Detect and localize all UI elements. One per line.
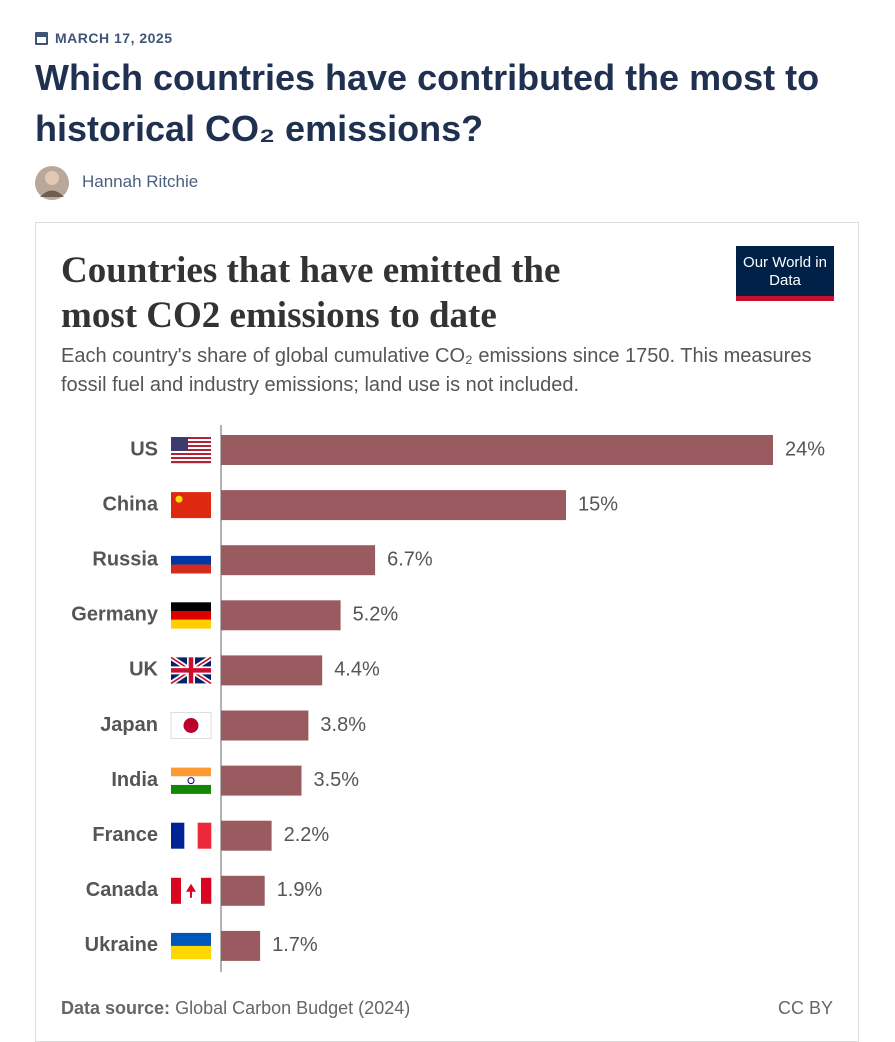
flag-part — [171, 767, 211, 777]
bar — [221, 490, 566, 521]
author-name[interactable]: Hannah Ritchie — [82, 172, 199, 191]
flag-part — [171, 564, 211, 574]
category-label: Ukraine — [85, 934, 158, 956]
calendar-icon — [35, 32, 48, 45]
flag-part — [171, 461, 211, 464]
source-note: Data source: Global Carbon Budget (2024) — [61, 998, 410, 1019]
value-label: 4.4% — [334, 659, 380, 681]
value-label: 6.7% — [387, 548, 433, 570]
bar — [221, 710, 309, 741]
category-label: US — [130, 438, 158, 460]
flag-part — [171, 439, 211, 442]
bar — [221, 655, 323, 686]
flag-part — [171, 445, 211, 448]
flag-icon — [171, 492, 211, 519]
flag-part — [171, 784, 211, 794]
flag-part — [181, 877, 192, 904]
category-label: Canada — [86, 879, 159, 901]
flag-part — [197, 822, 212, 849]
flag-part — [171, 441, 211, 444]
category-label: UK — [129, 659, 158, 681]
date: MARCH 17, 2025 — [55, 30, 173, 46]
flag-part — [191, 877, 202, 904]
flag-icon — [171, 767, 211, 794]
bar — [221, 435, 773, 465]
flag-part — [171, 449, 211, 452]
flag-part — [201, 877, 212, 904]
author-avatar[interactable] — [35, 166, 69, 200]
value-label: 1.9% — [277, 879, 323, 901]
flag-part — [171, 455, 211, 458]
flag-icon — [171, 602, 211, 629]
flag-part — [187, 777, 195, 785]
bar — [221, 765, 302, 796]
source[interactable]: Global Carbon Budget (2024) — [175, 998, 411, 1018]
bar — [221, 930, 261, 961]
flag-part — [184, 822, 198, 849]
flag-icon — [171, 437, 211, 464]
flag-part — [175, 495, 183, 503]
flag-part — [171, 877, 182, 904]
license[interactable]: CC BY — [777, 998, 833, 1018]
bar — [221, 875, 265, 906]
flag-part — [171, 459, 211, 462]
flag-icon — [171, 547, 211, 574]
flag-part — [171, 547, 211, 557]
flag-part — [183, 718, 199, 733]
chart-subtitle: Each country's share of global cumulativ… — [61, 345, 812, 396]
flag-part — [171, 610, 211, 620]
flag-part — [171, 932, 211, 947]
flag-part — [171, 437, 188, 451]
value-label: 15% — [578, 493, 618, 515]
category-label: China — [102, 493, 158, 515]
flag-part — [171, 457, 211, 460]
flag-icon — [171, 822, 212, 849]
value-label: 5.2% — [353, 604, 399, 626]
value-label: 3.8% — [320, 714, 366, 736]
source-label: Data source: — [61, 998, 171, 1018]
value-label: 3.5% — [314, 769, 360, 791]
flag-part — [171, 776, 211, 786]
flag-part — [186, 883, 196, 898]
value-label: 1.7% — [272, 934, 318, 956]
flag-part — [171, 443, 211, 446]
flag-part — [171, 437, 211, 440]
flag-icon — [169, 655, 213, 686]
category-label: Germany — [71, 604, 159, 626]
category-label: France — [92, 824, 158, 846]
flag-part — [171, 451, 211, 454]
owid-logo[interactable]: Our World in Data — [736, 246, 834, 301]
flag-part — [171, 602, 211, 612]
flag-icon — [171, 877, 212, 904]
flag-part — [171, 447, 211, 450]
bar — [221, 820, 272, 851]
category-label: Japan — [100, 714, 158, 736]
value-label: 24% — [785, 438, 825, 460]
bar — [221, 545, 376, 576]
flag-part — [171, 657, 211, 684]
category-label: India — [111, 769, 159, 791]
category-label: Russia — [92, 548, 158, 570]
flag-part — [171, 555, 211, 565]
flag-icon — [171, 932, 211, 960]
flag-part — [171, 945, 211, 960]
value-label: 2.2% — [284, 824, 330, 846]
flag-part — [171, 619, 211, 629]
article-title: Which countries have contributed the mos… — [35, 57, 820, 149]
flag-icon — [170, 712, 212, 739]
chart-title: Countries that have emitted the most CO2… — [61, 250, 561, 336]
flag-part — [171, 822, 185, 849]
bar — [221, 600, 341, 631]
flag-part — [171, 453, 211, 456]
